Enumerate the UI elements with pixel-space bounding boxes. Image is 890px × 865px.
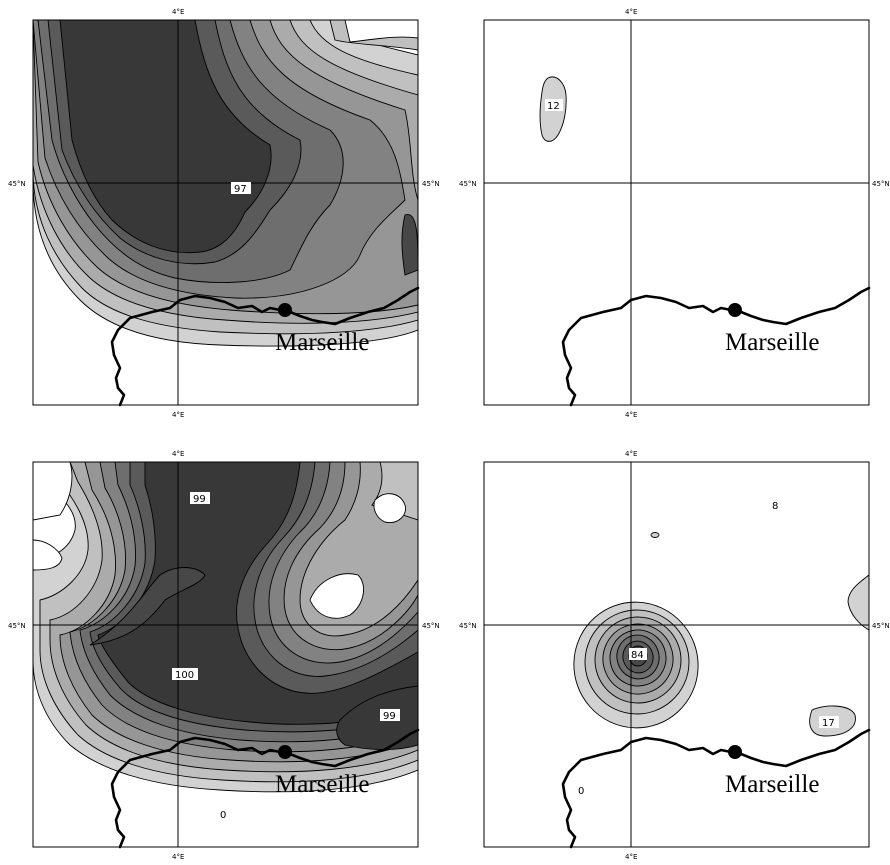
lat-label-left: 45°N bbox=[459, 180, 477, 188]
panel-top-right: 12 Marseille 4°E 4°E 45°N 45°N bbox=[459, 8, 890, 419]
city-label-top-left: Marseille bbox=[275, 329, 369, 356]
city-label-top-right: Marseille bbox=[725, 329, 819, 356]
marseille-marker-bottom-left bbox=[278, 745, 292, 759]
coastline-top-left bbox=[110, 286, 420, 407]
coastline-top-right bbox=[561, 286, 871, 407]
contour-label-bottom-left-4: 0 bbox=[220, 810, 226, 821]
lon-label-bottom: 4°E bbox=[625, 853, 637, 861]
panel-bottom-right: Marseille 8 84 17 0 4°E 4°E 45°N 45°N bbox=[459, 450, 890, 861]
contour-label-top-right: 12 bbox=[547, 101, 560, 112]
lon-label-top: 4°E bbox=[625, 450, 637, 458]
contour-label-bottom-right-4: 0 bbox=[578, 786, 584, 797]
contour-label-bottom-right-2: 84 bbox=[631, 650, 644, 661]
lat-label-right: 45°N bbox=[422, 180, 440, 188]
lat-label-left: 45°N bbox=[8, 622, 26, 630]
contour-field-top-left bbox=[33, 20, 418, 405]
lon-label-bottom: 4°E bbox=[172, 853, 184, 861]
contour-label-bottom-right-3: 17 bbox=[822, 718, 835, 729]
lon-label-bottom: 4°E bbox=[172, 411, 184, 419]
lon-label-bottom: 4°E bbox=[625, 411, 637, 419]
panel-bottom-left: Marseille 99 100 99 0 4°E 4°E 45°N 45°N bbox=[8, 450, 440, 861]
marseille-marker-top-left bbox=[278, 303, 292, 317]
contour-label-bottom-right-1: 8 bbox=[772, 501, 778, 512]
lat-label-right: 45°N bbox=[872, 622, 890, 630]
lat-label-right: 45°N bbox=[872, 180, 890, 188]
city-label-bottom-left: Marseille bbox=[275, 771, 369, 798]
lat-label-left: 45°N bbox=[8, 180, 26, 188]
contour-label-top-left: 97 bbox=[234, 184, 247, 195]
coastline-bottom-right bbox=[561, 728, 871, 849]
city-label-bottom-right: Marseille bbox=[725, 771, 819, 798]
lon-label-top: 4°E bbox=[172, 8, 184, 16]
coastline-bottom-left bbox=[110, 728, 420, 849]
marseille-marker-top-right bbox=[728, 303, 742, 317]
contour-label-bottom-left-2: 100 bbox=[175, 670, 194, 681]
contour-label-bottom-left-1: 99 bbox=[193, 494, 206, 505]
contour-label-bottom-left-3: 99 bbox=[383, 711, 396, 722]
lon-label-top: 4°E bbox=[625, 8, 637, 16]
contour-field-bottom-left bbox=[33, 462, 418, 847]
lon-label-top: 4°E bbox=[172, 450, 184, 458]
panel-top-left: Marseille 97 4°E 4°E 45°N 45°N bbox=[8, 8, 440, 419]
lat-label-left: 45°N bbox=[459, 622, 477, 630]
marseille-marker-bottom-right bbox=[728, 745, 742, 759]
lat-label-right: 45°N bbox=[422, 622, 440, 630]
